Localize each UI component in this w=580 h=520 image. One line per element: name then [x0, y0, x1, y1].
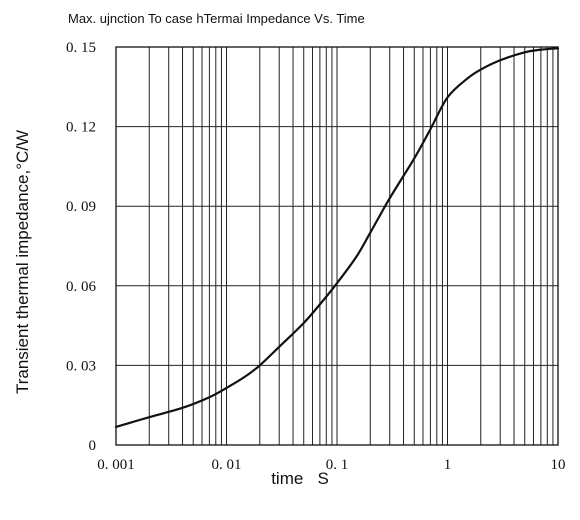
- x-tick-label: 0. 001: [97, 457, 135, 473]
- chart-title: Max. ujnction To case hTermai Impedance …: [68, 11, 365, 26]
- x-tick-label: 10: [551, 457, 566, 473]
- x-tick-label: 0. 1: [326, 457, 349, 473]
- plot-area: [114, 47, 560, 429]
- x-tick-label: 0. 01: [212, 457, 242, 473]
- y-tick-label: 0: [89, 438, 97, 454]
- plot-frame: [115, 46, 559, 446]
- y-axis-ticks: 0 0. 03 0. 06 0. 09 0. 12 0. 15: [66, 40, 97, 454]
- impedance-curve: [114, 47, 560, 429]
- x-axis-label: time S: [271, 469, 329, 488]
- y-tick-label: 0. 03: [66, 358, 96, 374]
- y-tick-label: 0. 09: [66, 199, 96, 215]
- y-axis-label: Transient thermal impedance,°C/W: [13, 130, 32, 394]
- y-tick-label: 0. 06: [66, 279, 97, 295]
- grid-lines: [115, 46, 558, 446]
- y-tick-label: 0. 12: [66, 120, 96, 136]
- x-tick-label: 1: [444, 457, 452, 473]
- y-tick-label: 0. 15: [66, 40, 96, 56]
- x-axis-ticks: 0. 001 0. 01 0. 1 1 10: [97, 457, 565, 473]
